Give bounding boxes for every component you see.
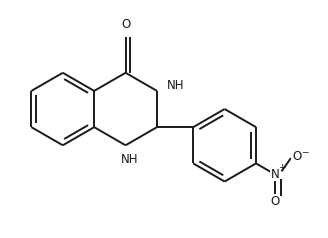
Text: NH: NH: [121, 153, 138, 166]
Text: −: −: [301, 147, 308, 156]
Text: O: O: [121, 18, 130, 31]
Text: N: N: [271, 168, 279, 181]
Text: NH: NH: [167, 79, 184, 92]
Text: O: O: [292, 150, 301, 163]
Text: +: +: [278, 163, 285, 172]
Text: O: O: [270, 195, 279, 208]
